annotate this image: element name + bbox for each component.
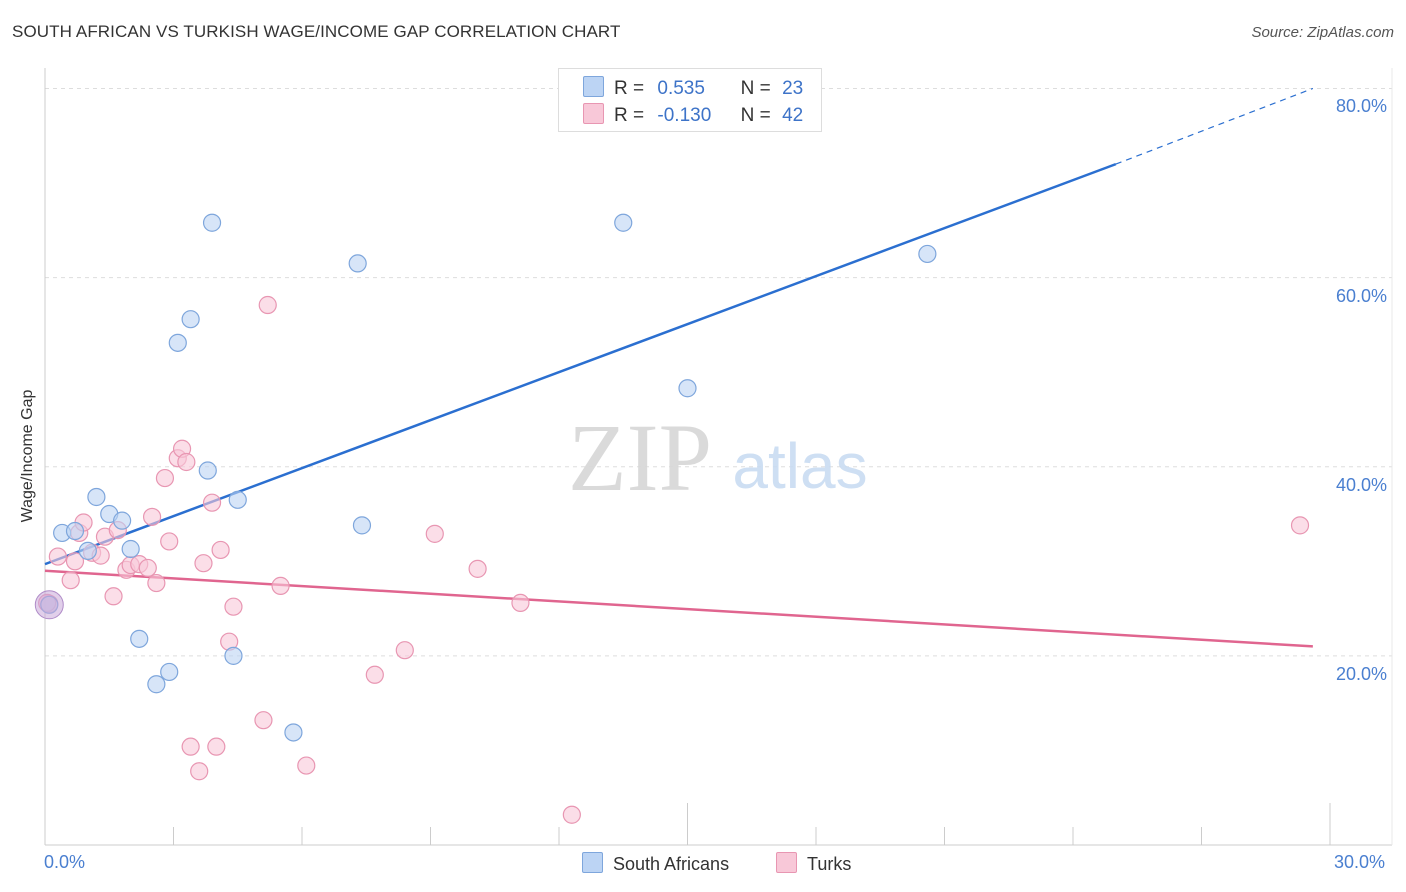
legend-n-value: 42 — [782, 105, 804, 126]
chart-title: SOUTH AFRICAN VS TURKISH WAGE/INCOME GAP… — [12, 22, 621, 41]
point-south-africans — [224, 646, 243, 665]
legend-item-turks[interactable]: Turks — [776, 852, 851, 875]
point-south-africans — [284, 723, 303, 742]
point-turks — [48, 547, 67, 566]
point-turks — [194, 554, 213, 573]
trendlines — [44, 87, 1314, 648]
point-turks — [365, 665, 384, 684]
point-turks — [425, 524, 444, 543]
point-turks — [147, 573, 166, 593]
point-south-africans — [160, 662, 179, 682]
point-south-africans — [168, 333, 187, 352]
point-south-africans — [202, 213, 222, 232]
legend-r-label: R = — [614, 78, 645, 99]
correlation-legend: R = 0.535 N = 23 R = -0.130 N = 42 — [558, 68, 822, 132]
legend-label: South Africans — [613, 854, 730, 874]
legend-row-south-africans: R = 0.535 N = 23 — [583, 76, 804, 99]
legend-item-south-africans[interactable]: South Africans — [582, 852, 729, 875]
point-turks — [271, 576, 290, 595]
legend-swatch-blue — [582, 852, 603, 873]
point-south-africans — [65, 521, 85, 541]
legend-r-value: -0.130 — [657, 105, 712, 126]
point-south-africans — [121, 539, 140, 559]
point-turks — [160, 532, 179, 551]
y-tick-label: 80.0% — [1336, 96, 1388, 117]
legend-n-label: N = — [740, 78, 771, 99]
watermark-zip: ZIP — [568, 404, 712, 511]
legend-n-value: 23 — [782, 78, 804, 99]
point-south-africans — [78, 541, 97, 560]
point-south-africans — [87, 487, 106, 507]
y-tick-label: 20.0% — [1336, 663, 1388, 684]
legend-row-turks: R = -0.130 N = 42 — [583, 103, 804, 126]
y-tick-label: 60.0% — [1336, 285, 1388, 306]
watermark: ZIP atlas — [568, 404, 868, 511]
point-turks — [207, 737, 226, 756]
point-turks — [177, 452, 196, 472]
point-turks — [258, 295, 277, 315]
point-turks — [61, 571, 80, 590]
point-overlap-cluster — [34, 590, 64, 620]
watermark-atlas: atlas — [732, 430, 867, 502]
point-south-africans — [352, 516, 372, 535]
point-turks — [155, 468, 175, 488]
gridlines — [45, 87, 1392, 657]
point-turks — [138, 558, 157, 578]
legend-r-value: 0.535 — [657, 78, 705, 99]
trendline-extension-south-africans — [1115, 87, 1314, 165]
source-credit: Source: ZipAtlas.com — [1251, 24, 1394, 41]
point-south-africans — [198, 461, 217, 480]
trendline-turks — [44, 569, 1313, 648]
trendline-south-africans — [44, 162, 1117, 566]
point-turks — [511, 593, 530, 613]
point-turks — [142, 507, 162, 526]
point-turks — [468, 559, 487, 578]
point-turks — [202, 493, 222, 512]
point-turks — [254, 711, 273, 730]
point-turks — [297, 756, 316, 775]
axes — [44, 68, 1393, 846]
point-turks — [1290, 516, 1310, 535]
y-axis-title: Wage/Income Gap — [19, 389, 36, 523]
legend-r-label: R = — [614, 105, 645, 126]
y-tick-label: 40.0% — [1336, 474, 1388, 495]
point-south-africans — [130, 629, 149, 648]
point-turks — [104, 587, 123, 606]
point-turks — [211, 540, 230, 560]
point-turks — [181, 737, 200, 756]
legend-label: Turks — [807, 854, 852, 874]
legend-swatch-blue — [583, 76, 604, 97]
point-south-africans — [348, 254, 367, 273]
point-turks — [190, 762, 209, 781]
point-turks — [562, 805, 581, 824]
data-points — [34, 213, 1310, 824]
x-tick-label-min: 0.0% — [44, 852, 86, 872]
x-tick-label-max: 30.0% — [1334, 852, 1386, 872]
point-turks — [224, 597, 243, 616]
legend-swatch-pink — [776, 852, 797, 873]
point-south-africans — [147, 675, 166, 694]
point-turks — [395, 641, 414, 660]
point-south-africans — [918, 244, 937, 264]
legend-swatch-pink — [583, 103, 604, 124]
point-south-africans — [181, 310, 200, 329]
point-turks — [65, 552, 85, 571]
point-south-africans — [112, 511, 132, 530]
point-south-africans — [678, 379, 697, 398]
legend-n-label: N = — [740, 105, 771, 126]
point-south-africans — [228, 490, 247, 509]
point-south-africans — [614, 213, 633, 232]
